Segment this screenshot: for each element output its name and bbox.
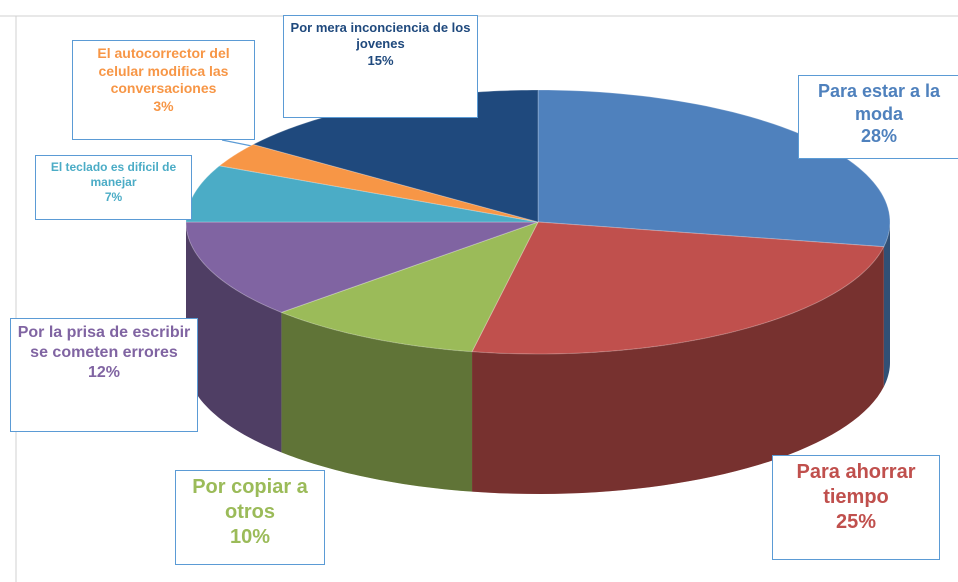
label-value: 10%: [229, 526, 271, 548]
data-label: Por mera inconciencia de los jovenes 15%: [283, 15, 478, 118]
label-category: Por la prisa de escribir se cometen erro…: [17, 324, 191, 361]
label-category: El teclado es dificil de manejar: [50, 160, 177, 189]
slice: [471, 221, 885, 355]
slice-side-shade: [883, 222, 890, 387]
label-value: 3%: [153, 97, 174, 114]
data-label: Para ahorrar tiempo 25%: [772, 455, 940, 560]
slice-side-shade: [186, 222, 282, 453]
label-value: 12%: [87, 364, 121, 381]
label-category: Para ahorrar tiempo: [796, 461, 916, 508]
label-value: 15%: [367, 52, 394, 68]
label-value: 28%: [860, 126, 898, 146]
slice-side: [472, 246, 884, 494]
data-label: Para estar a la moda 28%: [798, 75, 958, 159]
slice-side: [186, 222, 282, 453]
label-value: 25%: [835, 511, 877, 533]
slice-side-shade: [281, 312, 473, 492]
label-category: El autocorrector del celular modifica la…: [97, 45, 230, 96]
slice-side: [281, 312, 473, 492]
data-label: El teclado es dificil de manejar 7%: [35, 155, 192, 220]
slice-side: [883, 222, 890, 387]
label-value: 7%: [104, 190, 123, 204]
label-category: Para estar a la moda: [817, 81, 941, 124]
slice: [185, 221, 539, 313]
data-label: Por la prisa de escribir se cometen erro…: [10, 318, 198, 432]
label-category: Por mera inconciencia de los jovenes: [290, 20, 471, 52]
slice: [279, 221, 540, 353]
data-label: Por copiar a otros 10%: [175, 470, 325, 565]
label-category: Por copiar a otros: [192, 476, 308, 523]
slice-side-shade: [472, 246, 884, 494]
data-label: El autocorrector del celular modifica la…: [72, 40, 255, 140]
slice: [218, 143, 539, 223]
